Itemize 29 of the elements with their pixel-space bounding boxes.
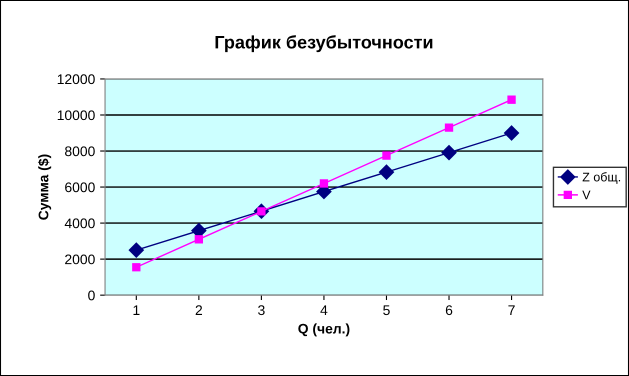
point bbox=[444, 123, 454, 132]
point bbox=[507, 96, 516, 104]
point bbox=[441, 145, 457, 160]
x-tick-label: 6 bbox=[446, 305, 452, 316]
x-tick-label: 1 bbox=[134, 305, 140, 315]
x-tick-label: 4 bbox=[320, 305, 328, 315]
y-tick-label: 8000 bbox=[65, 146, 95, 156]
point bbox=[132, 263, 140, 272]
y-axis-title: Сумма ($) bbox=[38, 154, 52, 220]
x-tick-label: 2 bbox=[196, 305, 202, 315]
y-tick-label: 2000 bbox=[65, 254, 95, 264]
legend-label: Z общ. bbox=[582, 172, 620, 184]
y-tick-label: 10000 bbox=[58, 110, 95, 120]
chart-title: График безубыточности bbox=[216, 35, 432, 52]
point bbox=[504, 125, 520, 141]
point bbox=[320, 179, 328, 188]
x-tick-label: 5 bbox=[383, 305, 390, 316]
point bbox=[378, 164, 394, 180]
y-tick-label: 4000 bbox=[64, 218, 95, 228]
point bbox=[128, 242, 144, 258]
x-axis-title: Q (чел.) bbox=[298, 323, 350, 336]
y-tick-label: 12000 bbox=[58, 74, 95, 84]
x-tick-label: 7 bbox=[508, 305, 515, 315]
point bbox=[194, 235, 204, 244]
legend-label: V bbox=[582, 190, 590, 200]
y-tick-label: 6000 bbox=[65, 182, 95, 192]
point bbox=[382, 151, 391, 160]
y-tick-label: 0 bbox=[88, 290, 95, 300]
x-tick-label: 3 bbox=[258, 305, 265, 316]
